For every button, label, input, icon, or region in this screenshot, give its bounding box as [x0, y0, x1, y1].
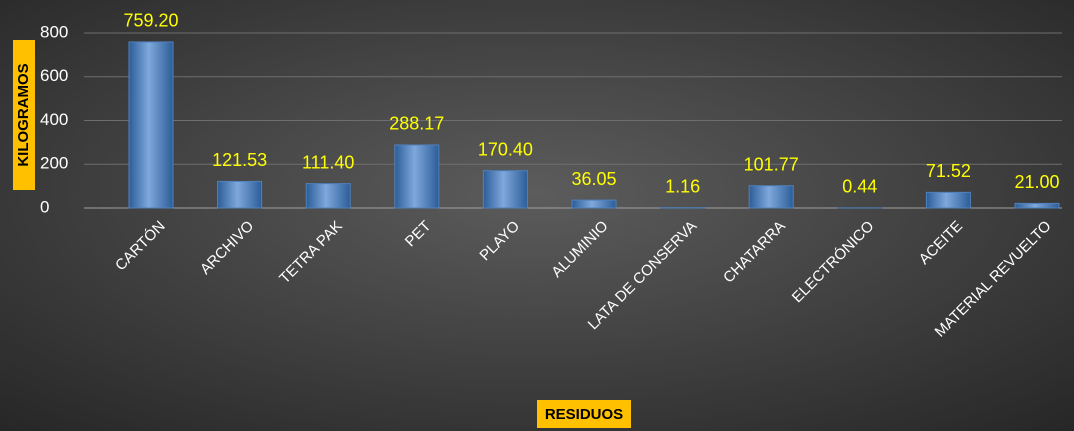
value-label: 101.77 [744, 154, 799, 174]
x-axis-title-box [537, 400, 631, 428]
y-tick-label: 200 [40, 154, 68, 173]
bar [482, 170, 528, 209]
bar [748, 185, 794, 209]
value-label: 121.53 [212, 150, 267, 170]
bar [571, 199, 617, 209]
value-label: 0.44 [842, 177, 877, 197]
bar [128, 41, 174, 209]
y-tick-label: 600 [40, 66, 68, 85]
value-label: 111.40 [302, 152, 354, 172]
y-axis-title-box [13, 40, 35, 190]
y-tick-label: 0 [40, 197, 49, 216]
value-label: 1.16 [665, 176, 700, 196]
value-label: 288.17 [389, 114, 444, 134]
y-tick-label: 400 [40, 110, 68, 129]
x-axis-title: RESIDUOS [545, 406, 623, 423]
bar [394, 144, 440, 209]
value-label: 71.52 [926, 161, 971, 181]
value-label: 170.40 [478, 139, 533, 159]
y-axis-title: KILOGRAMOS [15, 63, 32, 166]
bar [217, 180, 263, 209]
y-tick-label: 800 [40, 22, 68, 41]
value-label: 21.00 [1014, 172, 1059, 192]
value-label: 36.05 [571, 169, 616, 189]
value-label: 759.20 [123, 11, 178, 31]
bar [305, 183, 351, 209]
bar [1014, 202, 1060, 209]
bar [925, 191, 971, 209]
